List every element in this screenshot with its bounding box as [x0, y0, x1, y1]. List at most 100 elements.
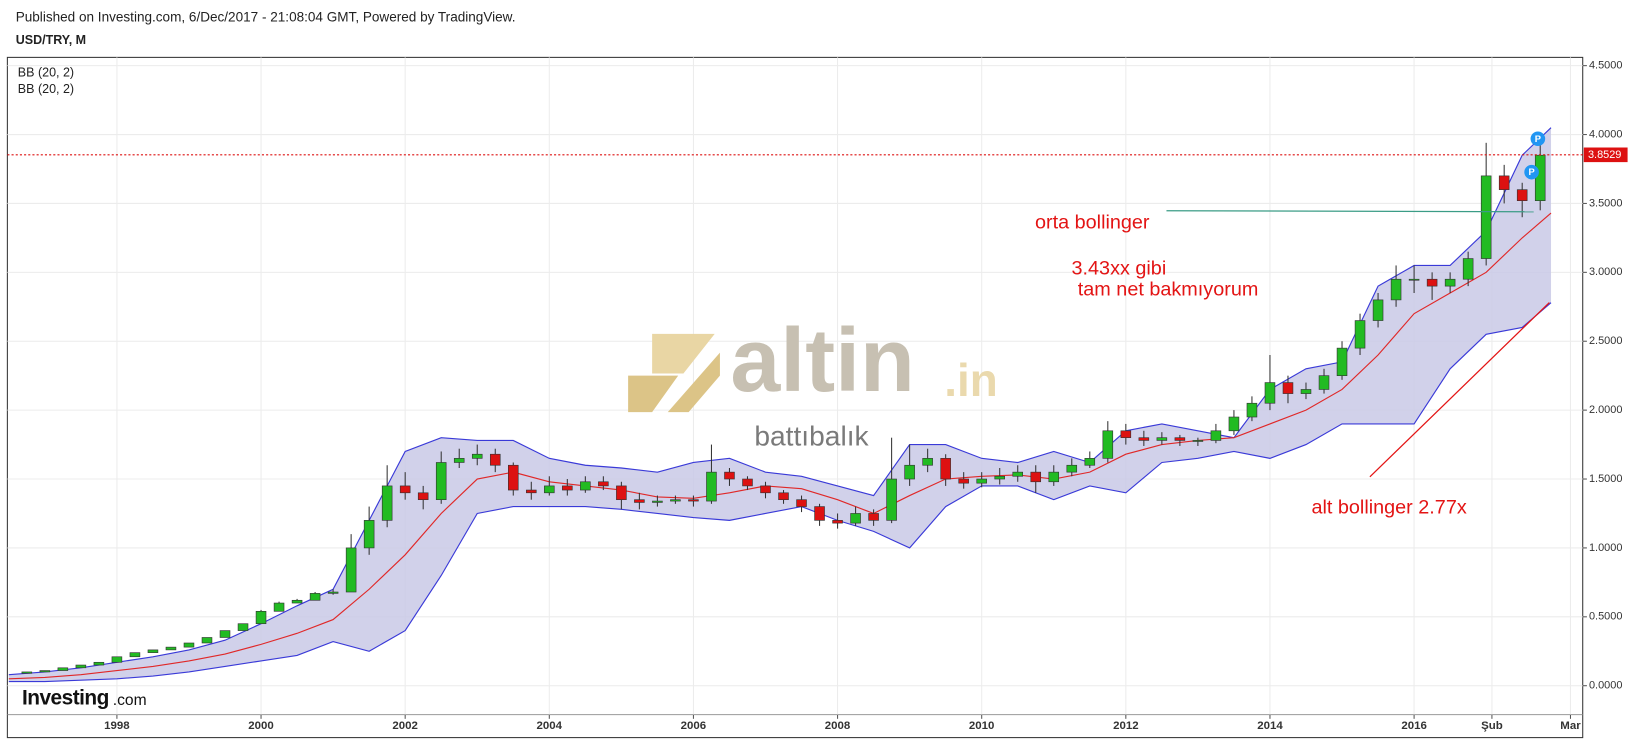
candle-body: [508, 464, 519, 491]
indicator-legend[interactable]: BB (20, 2): [18, 82, 74, 96]
y-tick-label: 4.5000: [1589, 60, 1622, 72]
annotation: 3.43xx gibi: [1072, 257, 1167, 279]
candle-body: [850, 513, 861, 524]
altin-logo: altin .in battıbalık: [628, 311, 998, 452]
y-tick-label: 2.5000: [1589, 335, 1622, 347]
x-tick-label: 2014: [1257, 720, 1283, 732]
annotation-line: [1166, 210, 1534, 213]
candle-body: [688, 499, 699, 502]
investing-logo: Investing: [22, 687, 109, 710]
candle-body: [237, 623, 249, 631]
candle-body: [1480, 175, 1492, 259]
candle-body: [1156, 437, 1168, 441]
chart-title: USD/TRY, M: [16, 33, 86, 47]
indicator-legend[interactable]: BB (20, 2): [18, 65, 74, 79]
bollinger-middle: [8, 212, 1552, 680]
x-tick-label: 2000: [248, 720, 274, 732]
candle-body: [291, 599, 303, 604]
y-tick-label: 4.0000: [1589, 128, 1622, 140]
candle-body: [580, 481, 591, 491]
candle-body: [147, 649, 159, 653]
candle-body: [273, 602, 285, 612]
candle-body: [904, 464, 915, 480]
candle-body: [1462, 258, 1474, 280]
candle-body: [1426, 278, 1438, 287]
last-price-tag: [1583, 147, 1628, 163]
candle-body: [1192, 440, 1204, 442]
candle-body: [1300, 389, 1312, 394]
candle-body: [1282, 382, 1294, 394]
candle-body: [1066, 464, 1078, 473]
plot-frame: [6, 56, 1584, 739]
candle-body: [832, 520, 843, 524]
candle-body: [706, 471, 717, 502]
candle-body: [489, 453, 501, 466]
candle-body: [1372, 299, 1384, 321]
candle-body: [922, 458, 933, 466]
candle-body: [1336, 347, 1348, 376]
candle-body: [994, 475, 1005, 480]
candle-body: [1174, 437, 1186, 441]
candle-body: [1318, 375, 1330, 390]
candle-body: [976, 478, 987, 484]
candle-body: [652, 500, 663, 503]
candle-body: [93, 661, 105, 666]
candle-body: [526, 489, 537, 494]
annotation: orta bollinger: [1035, 211, 1150, 233]
candle-body: [201, 637, 213, 644]
annotation-line: [1369, 302, 1550, 478]
candle-body: [796, 499, 807, 507]
candle-body: [1390, 278, 1402, 301]
candle-body: [327, 591, 339, 594]
candle-body: [309, 593, 321, 601]
candle-body: [165, 646, 177, 651]
candle-body: [958, 478, 969, 484]
candle-body: [471, 453, 483, 459]
candle-body: [1246, 402, 1258, 418]
candle-body: [1084, 458, 1096, 466]
candle-body: [1012, 471, 1023, 477]
candle-body: [1102, 430, 1114, 459]
candle-body: [1354, 320, 1366, 349]
candle-body: [886, 478, 897, 521]
event-marker-label[interactable]: P: [1528, 167, 1534, 177]
candle-body: [940, 458, 951, 480]
candle-body: [219, 630, 231, 638]
x-tick-label: 2004: [537, 720, 563, 732]
watermark-caption: battıbalık: [754, 421, 869, 452]
annotation: tam net bakmıyorum: [1078, 278, 1259, 300]
candle-body: [1210, 430, 1222, 441]
x-tick-label: Mar: [1560, 720, 1581, 732]
event-marker[interactable]: [1524, 164, 1539, 180]
candle-body: [1498, 175, 1510, 190]
candle-body: [616, 485, 627, 501]
x-tick-label: 2006: [681, 720, 707, 732]
x-tick-label: 2012: [1113, 720, 1139, 732]
y-tick-label: 1.0000: [1589, 542, 1622, 554]
candle-body: [435, 462, 447, 501]
candle-body: [1516, 189, 1528, 201]
published-note: Published on Investing.com, 6/Dec/2017 -…: [16, 9, 516, 24]
candle-body: [399, 485, 411, 494]
plot: [7, 127, 1583, 683]
candle-body: [129, 652, 141, 658]
candle-body: [111, 656, 123, 663]
candle-body: [39, 670, 51, 673]
candle-body: [1264, 382, 1276, 404]
candle-body: [598, 481, 609, 487]
candle-body: [1138, 437, 1150, 441]
candle-body: [453, 458, 465, 463]
candle-body: [778, 492, 789, 501]
logo-shape: [652, 333, 715, 374]
candle-body: [417, 492, 429, 501]
band-fill: [8, 127, 1552, 682]
candle-body: [1120, 430, 1132, 438]
y-tick-label: 0.0000: [1589, 680, 1622, 692]
event-marker-label[interactable]: P: [1535, 134, 1541, 144]
watermark-suffix: .in: [944, 354, 998, 406]
candle-body: [742, 478, 753, 487]
event-marker[interactable]: [1530, 131, 1546, 147]
candle-body: [670, 499, 681, 502]
